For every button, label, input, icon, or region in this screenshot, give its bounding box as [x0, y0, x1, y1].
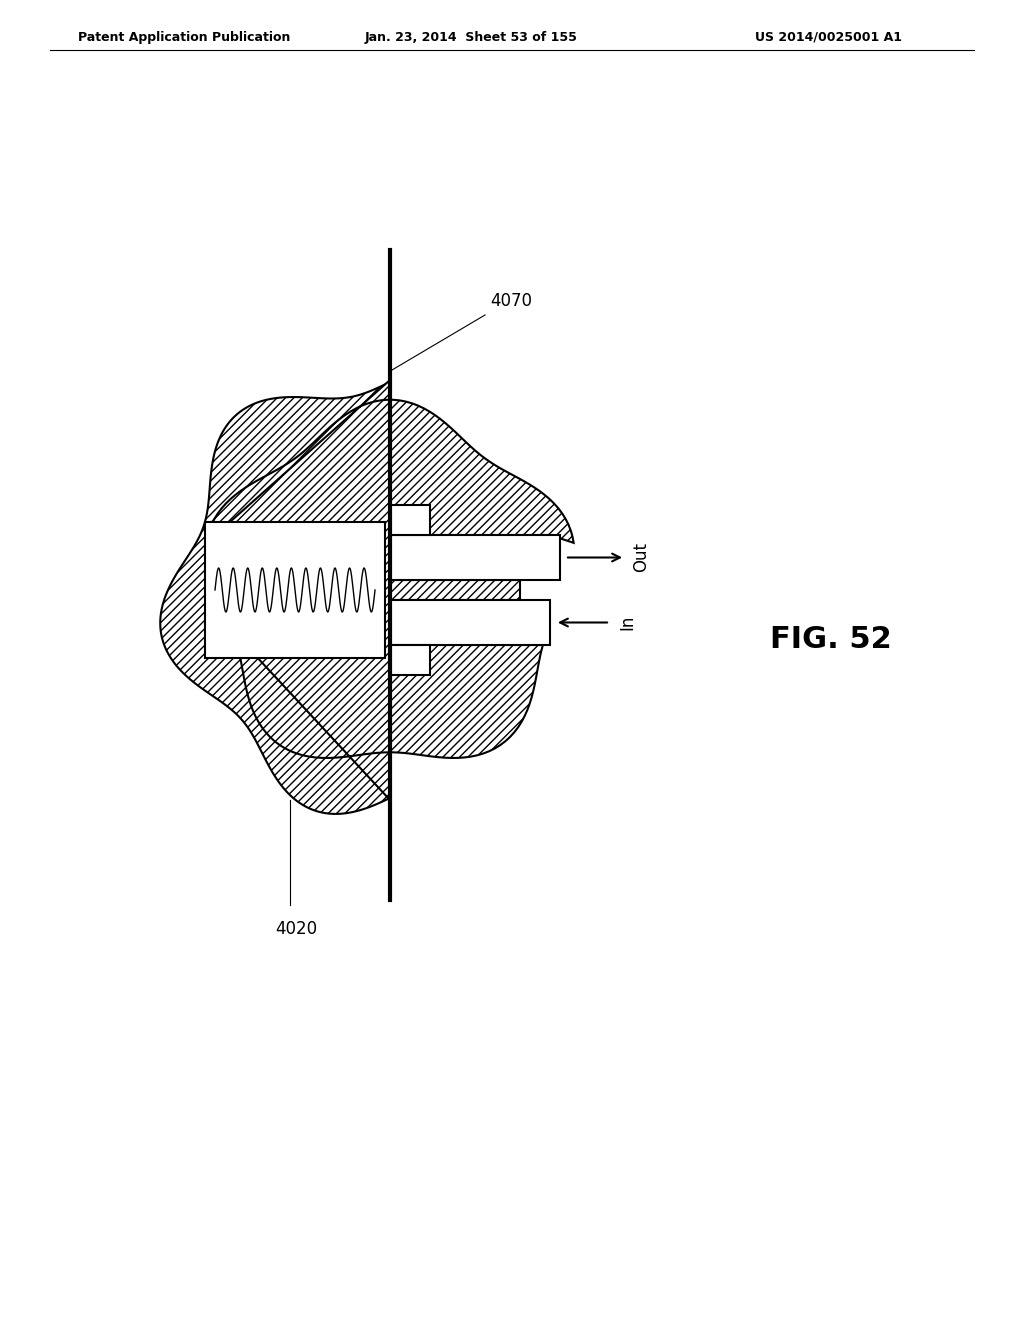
- Polygon shape: [390, 535, 560, 579]
- Text: In: In: [618, 615, 636, 630]
- Polygon shape: [390, 506, 430, 535]
- Text: FIG. 52: FIG. 52: [770, 626, 892, 655]
- Polygon shape: [160, 381, 390, 814]
- Polygon shape: [390, 601, 550, 645]
- Polygon shape: [390, 579, 520, 601]
- Text: Patent Application Publication: Patent Application Publication: [78, 30, 291, 44]
- Text: Jan. 23, 2014  Sheet 53 of 155: Jan. 23, 2014 Sheet 53 of 155: [365, 30, 578, 44]
- Polygon shape: [390, 645, 430, 675]
- Polygon shape: [232, 631, 548, 800]
- Polygon shape: [207, 380, 573, 543]
- Text: US 2014/0025001 A1: US 2014/0025001 A1: [755, 30, 902, 44]
- Text: 4070: 4070: [490, 292, 532, 310]
- Text: 4020: 4020: [275, 920, 317, 939]
- Bar: [205, 521, 385, 657]
- Text: Out: Out: [632, 543, 650, 573]
